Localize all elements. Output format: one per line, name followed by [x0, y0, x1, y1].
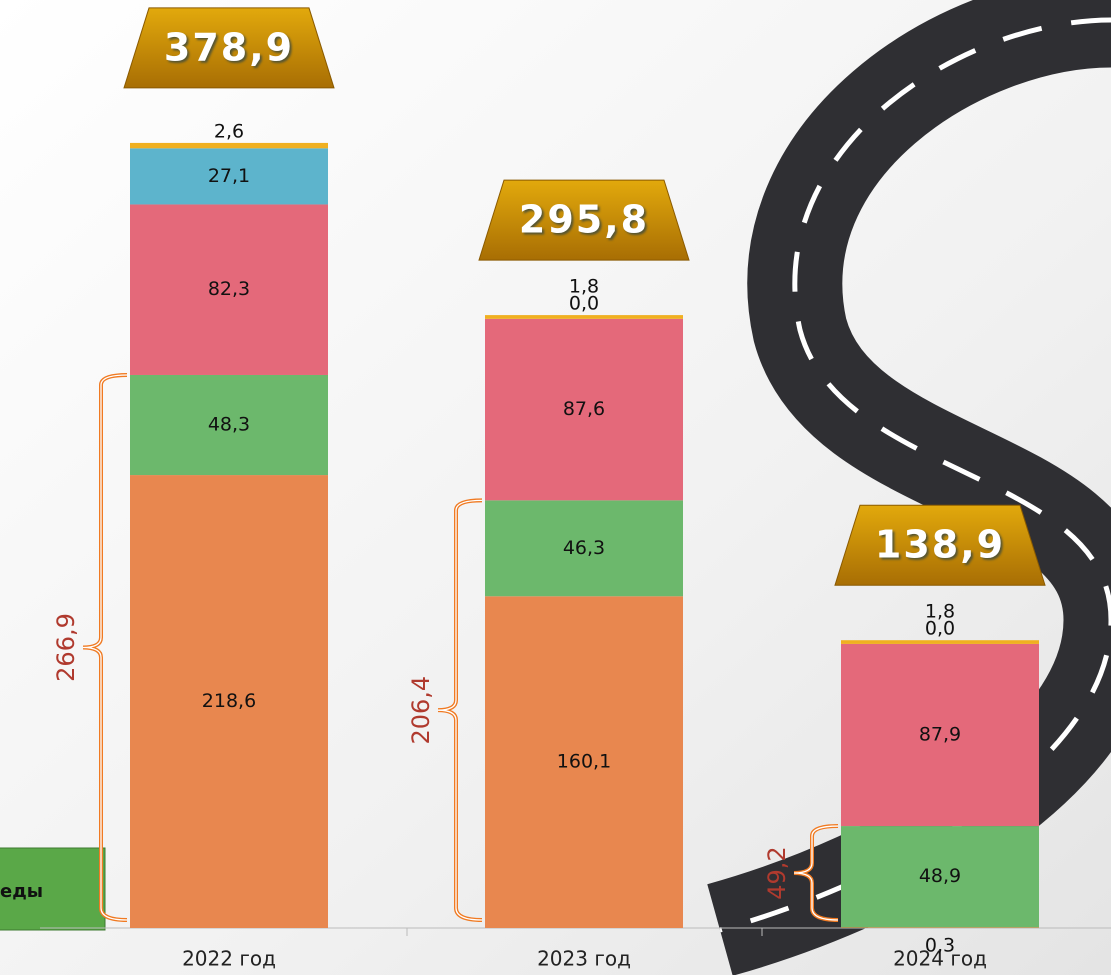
total-label: 295,8: [519, 198, 649, 242]
value-label: 48,9: [919, 865, 961, 887]
bar-segment: [130, 148, 328, 205]
value-label: 82,3: [208, 278, 250, 300]
legend-fragment: еды: [0, 847, 106, 931]
bar-segment: [841, 643, 1039, 827]
bracket-label: 49,2: [763, 846, 791, 899]
legend-text: еды: [0, 881, 43, 902]
bar-segment: [130, 204, 328, 375]
bar-segment: [841, 640, 1039, 644]
bar-segment: [130, 142, 328, 149]
value-label: 48,3: [208, 414, 250, 436]
bracket-inner: [437, 499, 483, 921]
plot: 2022 год 218,6 48,3 82,3 27,1 2,6 378,9 266,9 20…: [52, 7, 1046, 971]
bracket-label: 206,4: [407, 676, 435, 745]
value-label: 218,6: [202, 690, 256, 712]
bar-segment: [130, 475, 328, 928]
total-badge: [123, 7, 335, 89]
total-badge: [834, 504, 1046, 586]
bar-segment: [485, 318, 683, 501]
bar-segment: [485, 500, 683, 597]
value-label: 87,9: [919, 723, 961, 745]
total-label: 378,9: [164, 25, 294, 69]
bar-segment: [130, 374, 328, 476]
legend-box: [0, 847, 106, 931]
total-badge: [478, 179, 690, 261]
bracket-inner: [793, 825, 839, 921]
value-label: 2,6: [214, 120, 244, 142]
total-label: 138,9: [875, 523, 1005, 567]
value-label: 87,6: [563, 398, 605, 420]
value-label: 0,0: [569, 293, 599, 315]
x-tick-label: 2023 год: [537, 947, 631, 971]
bracket-inner: [82, 374, 128, 921]
bar-segment: [841, 826, 1039, 928]
bar-segment: [841, 927, 1039, 928]
bar-segment: [485, 596, 683, 928]
value-label: 1,8: [569, 276, 599, 298]
value-label: 160,1: [557, 751, 611, 773]
x-tick-label: 2022 год: [182, 947, 276, 971]
value-label: 0,0: [925, 618, 955, 640]
bracket-label: 266,9: [52, 613, 80, 682]
value-label: 27,1: [208, 165, 250, 187]
x-tick-label: 2024 год: [893, 947, 987, 971]
value-label: 0,3: [925, 935, 955, 957]
bar-segment: [485, 315, 683, 319]
value-label: 46,3: [563, 537, 605, 559]
value-label: 1,8: [925, 601, 955, 623]
